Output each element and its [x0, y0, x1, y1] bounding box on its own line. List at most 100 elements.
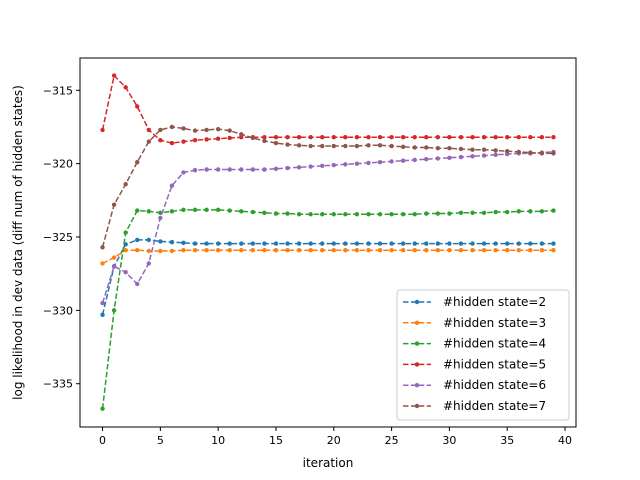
data-point: [493, 241, 498, 246]
data-point: [331, 212, 336, 217]
legend-marker: [414, 320, 420, 325]
data-point: [296, 212, 302, 217]
legend-item: #hidden state=7: [403, 399, 546, 413]
data-point: [320, 163, 325, 169]
data-point: [262, 241, 267, 246]
data-point: [400, 241, 406, 246]
data-point: [481, 147, 487, 152]
data-point: [320, 241, 325, 246]
x-tick-label: 15: [269, 434, 283, 447]
data-point: [296, 248, 302, 253]
x-tick-label: 20: [327, 434, 341, 447]
data-point: [377, 248, 383, 253]
data-point: [262, 138, 267, 144]
data-point: [215, 126, 221, 132]
data-point: [551, 241, 556, 246]
data-point: [424, 135, 429, 140]
x-tick-label: 10: [211, 434, 225, 447]
data-point: [389, 159, 394, 164]
data-point: [528, 135, 533, 140]
data-point: [539, 151, 545, 156]
data-point: [169, 140, 175, 146]
data-point: [239, 248, 244, 253]
y-tick-label: −315: [43, 84, 73, 97]
data-point: [331, 241, 336, 246]
data-point: [493, 209, 498, 215]
data-point: [273, 140, 279, 146]
data-point: [215, 241, 221, 246]
data-point: [412, 157, 417, 163]
data-point: [505, 135, 510, 140]
data-point: [239, 132, 244, 137]
data-point: [354, 241, 360, 246]
data-point: [447, 241, 452, 246]
data-point: [320, 135, 325, 140]
data-point: [354, 143, 360, 149]
data-point: [412, 212, 417, 217]
y-tick-label: −325: [43, 231, 73, 244]
data-point: [146, 261, 151, 266]
data-point: [285, 241, 290, 246]
data-point: [158, 248, 163, 254]
data-point: [135, 237, 140, 243]
data-point: [285, 165, 290, 171]
data-point: [250, 209, 256, 215]
legend-marker: [414, 299, 420, 305]
x-tick-label: 40: [558, 434, 572, 447]
data-point: [123, 248, 128, 253]
data-point: [400, 144, 406, 149]
data-point: [435, 156, 441, 161]
data-point: [181, 248, 186, 253]
data-point: [528, 209, 533, 214]
data-point: [215, 136, 221, 141]
data-point: [192, 207, 198, 213]
data-point: [505, 241, 510, 246]
data-point: [435, 146, 441, 151]
data-point: [447, 248, 452, 253]
series-5: [100, 73, 556, 146]
data-point: [111, 264, 117, 269]
data-point: [551, 151, 556, 156]
data-point: [262, 167, 267, 172]
data-point: [412, 248, 417, 253]
x-axis: 0 5 10 15 20 25 30 35 40: [99, 427, 572, 447]
legend-label: #hidden state=4: [443, 337, 546, 351]
data-point: [158, 127, 163, 133]
x-tick-label: 5: [157, 434, 164, 447]
data-point: [354, 248, 360, 253]
data-point: [250, 248, 256, 253]
data-point: [135, 281, 140, 287]
data-point: [400, 135, 406, 140]
data-point: [516, 135, 521, 140]
data-point: [493, 148, 498, 153]
data-point: [181, 207, 186, 213]
data-point: [296, 135, 302, 140]
data-point: [169, 248, 175, 254]
data-point: [146, 248, 151, 254]
data-point: [135, 208, 140, 213]
data-point: [470, 154, 475, 159]
data-point: [135, 248, 140, 253]
data-point: [551, 248, 556, 253]
data-point: [470, 147, 475, 152]
data-point: [366, 212, 371, 217]
data-point: [470, 210, 475, 215]
y-axis: −335 −330 −325 −320 −315: [43, 84, 80, 391]
data-point: [343, 241, 348, 246]
data-point: [424, 145, 429, 150]
data-point: [551, 208, 556, 213]
data-point: [192, 128, 198, 133]
data-point: [331, 162, 336, 168]
data-point: [285, 135, 290, 140]
data-point: [308, 135, 313, 140]
data-point: [516, 248, 521, 253]
x-axis-label: iteration: [303, 456, 354, 470]
series-line: [102, 249, 554, 265]
data-point: [227, 167, 232, 172]
data-point: [400, 158, 406, 163]
data-point: [158, 215, 163, 221]
data-point: [146, 127, 151, 133]
data-point: [354, 161, 360, 166]
data-point: [481, 153, 487, 158]
legend-item: #hidden state=2: [403, 295, 546, 309]
